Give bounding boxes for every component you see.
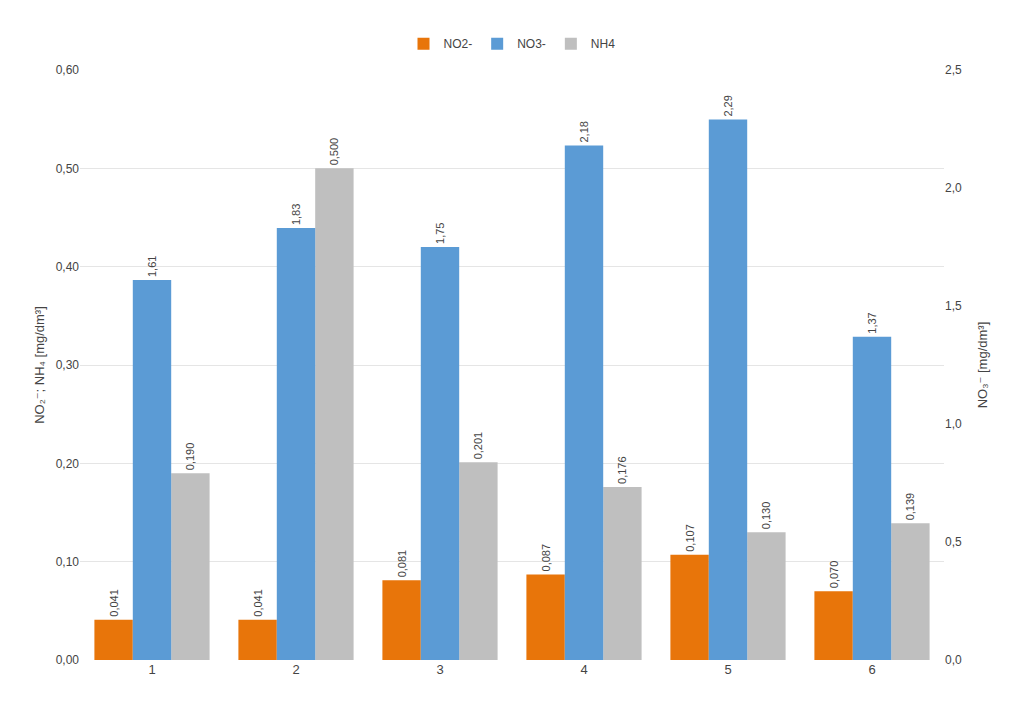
svg-text:0,60: 0,60: [56, 63, 80, 77]
svg-text:0,139: 0,139: [904, 493, 916, 521]
svg-text:NH4: NH4: [591, 37, 615, 51]
svg-text:2: 2: [292, 662, 299, 677]
svg-text:1,5: 1,5: [945, 299, 962, 313]
svg-text:1,37: 1,37: [866, 312, 878, 333]
svg-text:0,500: 0,500: [328, 138, 340, 166]
svg-text:NO₂⁻; NH₄ [mg/dm³]: NO₂⁻; NH₄ [mg/dm³]: [32, 306, 47, 424]
svg-text:0,070: 0,070: [828, 561, 840, 589]
svg-text:4: 4: [580, 662, 587, 677]
svg-text:0,176: 0,176: [616, 456, 628, 484]
svg-text:0,081: 0,081: [396, 550, 408, 578]
svg-text:0,00: 0,00: [56, 653, 80, 667]
svg-text:0,5: 0,5: [945, 535, 962, 549]
svg-text:0,041: 0,041: [108, 589, 120, 617]
svg-text:0,107: 0,107: [684, 524, 696, 552]
svg-text:0,40: 0,40: [56, 260, 80, 274]
svg-text:2,0: 2,0: [945, 181, 962, 195]
svg-text:0,10: 0,10: [56, 555, 80, 569]
svg-text:3: 3: [436, 662, 443, 677]
svg-text:0,50: 0,50: [56, 162, 80, 176]
svg-text:0,041: 0,041: [252, 589, 264, 617]
svg-text:0,087: 0,087: [540, 544, 552, 572]
svg-text:NO₃⁻ [mg/dm³]: NO₃⁻ [mg/dm³]: [975, 322, 990, 409]
svg-text:0,0: 0,0: [945, 653, 962, 667]
svg-text:0,201: 0,201: [472, 432, 484, 460]
svg-text:2,18: 2,18: [578, 121, 590, 142]
svg-text:1,83: 1,83: [290, 204, 302, 225]
svg-text:5: 5: [724, 662, 731, 677]
svg-text:2,29: 2,29: [722, 95, 734, 116]
svg-text:0,190: 0,190: [184, 443, 196, 471]
svg-text:NO2-: NO2-: [444, 37, 473, 51]
svg-text:NO3-: NO3-: [517, 37, 546, 51]
svg-text:1,61: 1,61: [146, 256, 158, 277]
svg-text:0,20: 0,20: [56, 457, 80, 471]
svg-text:1,0: 1,0: [945, 417, 962, 431]
svg-text:1,75: 1,75: [434, 223, 446, 244]
svg-text:6: 6: [868, 662, 875, 677]
svg-text:0,30: 0,30: [56, 358, 80, 372]
svg-text:0,130: 0,130: [760, 502, 772, 530]
svg-text:2,5: 2,5: [945, 63, 962, 77]
svg-text:1: 1: [148, 662, 155, 677]
